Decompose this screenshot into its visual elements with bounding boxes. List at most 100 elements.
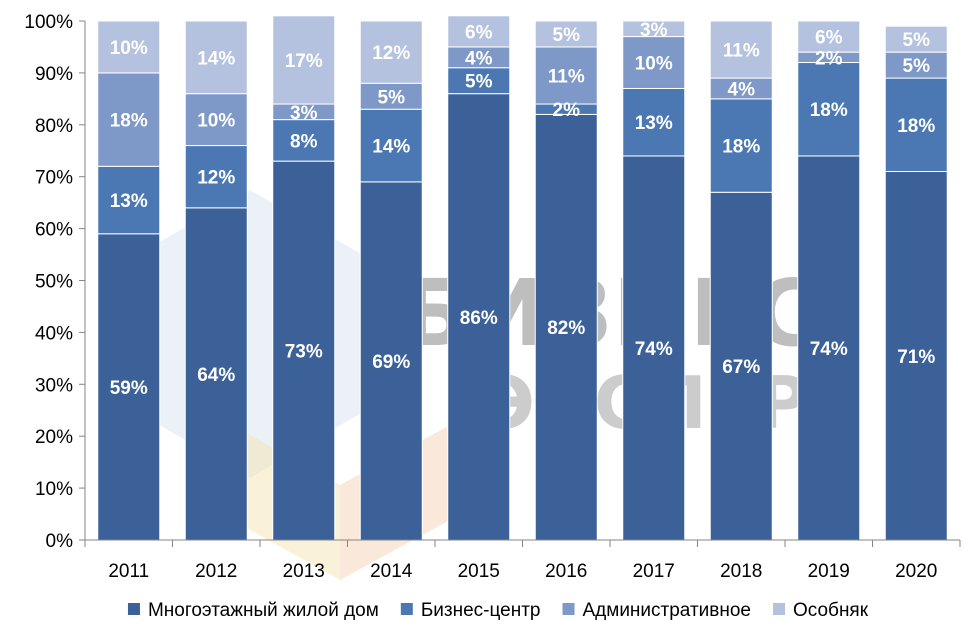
bar-segment: [359, 82, 423, 110]
data-label: 18%: [897, 116, 935, 137]
bar-segment: [447, 93, 511, 541]
y-tick-label: 0%: [46, 531, 74, 552]
bar-segment: [97, 20, 161, 74]
y-tick-label: 30%: [35, 375, 73, 396]
x-tick-label: 2013: [283, 561, 325, 582]
data-label: 17%: [285, 51, 323, 72]
data-label: 5%: [903, 56, 931, 77]
data-label: 73%: [285, 342, 323, 363]
data-label: 12%: [372, 43, 410, 64]
legend-swatch: [127, 603, 140, 615]
legend-item: Бизнес-центр: [400, 600, 541, 621]
bar-segment: [272, 15, 336, 105]
bar-segment: [184, 207, 248, 541]
legend-item: Административное: [562, 600, 752, 621]
bar-segment: [184, 93, 248, 147]
data-label: 10%: [110, 38, 148, 59]
data-label: 10%: [197, 111, 235, 132]
data-label: 69%: [372, 352, 410, 373]
y-tick-label: 60%: [35, 220, 73, 241]
bar-segment: [797, 155, 861, 541]
x-tick-label: 2011: [108, 561, 149, 582]
data-label: 71%: [897, 347, 935, 368]
data-label: 18%: [722, 137, 760, 158]
bar-segment: [447, 67, 511, 95]
y-tick-label: 10%: [35, 479, 73, 500]
legend-label: Многоэтажный жилой дом: [148, 600, 379, 621]
data-label: 59%: [110, 378, 148, 399]
x-tick-label: 2016: [545, 561, 587, 582]
axes: 0% 10% 20% 30% 40% 50% 60% 70% 80% 90% 100% 2011 201…: [24, 12, 961, 582]
x-tick-label: 2019: [808, 561, 850, 582]
data-label: 5%: [378, 87, 406, 108]
bar-segment: [622, 36, 686, 89]
data-label: 10%: [635, 54, 673, 75]
y-tick-label: 50%: [35, 272, 73, 293]
data-label: 64%: [197, 365, 235, 386]
data-label: 6%: [465, 22, 493, 43]
legend-swatch: [400, 603, 413, 615]
bar-segment: [884, 51, 948, 79]
bar-segment: [359, 181, 423, 541]
bar-segment: [272, 160, 336, 541]
data-label: 67%: [722, 357, 760, 378]
data-label: 5%: [903, 30, 931, 51]
bar-segment: [622, 87, 686, 157]
bar-segment: [272, 119, 336, 162]
bar-segment: [184, 145, 248, 209]
data-label: 13%: [635, 113, 673, 134]
legend-swatch: [562, 603, 575, 615]
bar-segment: [534, 113, 598, 541]
x-tick-label: 2015: [458, 561, 500, 582]
y-tick-label: 80%: [35, 116, 73, 137]
legend-item: Многоэтажный жилой дом: [127, 600, 379, 621]
data-label: 3%: [640, 20, 668, 41]
data-label: 11%: [723, 41, 760, 62]
x-tick-label: 2020: [895, 561, 937, 582]
bar-segment: [709, 191, 773, 541]
y-tick-label: 40%: [35, 323, 73, 344]
legend-label: Административное: [583, 600, 752, 621]
data-label: 2%: [815, 48, 843, 69]
x-tick-label: 2017: [633, 561, 675, 582]
legend-item: Особняк: [773, 600, 869, 621]
bar-segment: [622, 155, 686, 541]
x-tick-label: 2018: [720, 561, 762, 582]
data-label: 5%: [553, 25, 581, 46]
data-label: 5%: [465, 72, 493, 93]
bar-segment: [447, 15, 511, 48]
bar-segment: [97, 72, 161, 167]
x-tick-label: 2012: [195, 561, 237, 582]
data-label: 86%: [460, 308, 498, 329]
data-label: 6%: [815, 28, 843, 49]
data-label: 3%: [290, 103, 318, 124]
y-tick-label: 90%: [35, 64, 73, 85]
bar-segment: [884, 25, 948, 53]
bar-segment: [709, 20, 773, 79]
data-label: 18%: [110, 111, 148, 132]
data-label: 82%: [547, 318, 585, 339]
data-label: 12%: [197, 168, 235, 189]
bar-segment: [97, 165, 161, 235]
data-label: 11%: [548, 66, 585, 87]
legend-swatch: [773, 603, 785, 615]
bar-segment: [534, 46, 598, 105]
data-label: 8%: [290, 131, 318, 152]
bar-segment: [359, 108, 423, 183]
legend-label: Бизнес-центр: [421, 600, 541, 621]
legend-label: Особняк: [793, 600, 869, 621]
data-label: 18%: [810, 100, 848, 121]
bar-segment: [534, 20, 598, 48]
data-label: 4%: [728, 79, 756, 100]
legend: Многоэтажный жилой дом Бизнес-центр Админи…: [127, 600, 869, 621]
data-label: 13%: [110, 191, 148, 212]
bar-segment: [359, 20, 423, 84]
bar-segment: [884, 171, 948, 541]
data-label: 14%: [197, 48, 235, 69]
data-label: 74%: [635, 339, 673, 360]
y-tick-label: 100%: [24, 12, 73, 33]
bars: [97, 15, 948, 541]
bar-segment: [622, 20, 686, 38]
bar-segment: [184, 20, 248, 95]
